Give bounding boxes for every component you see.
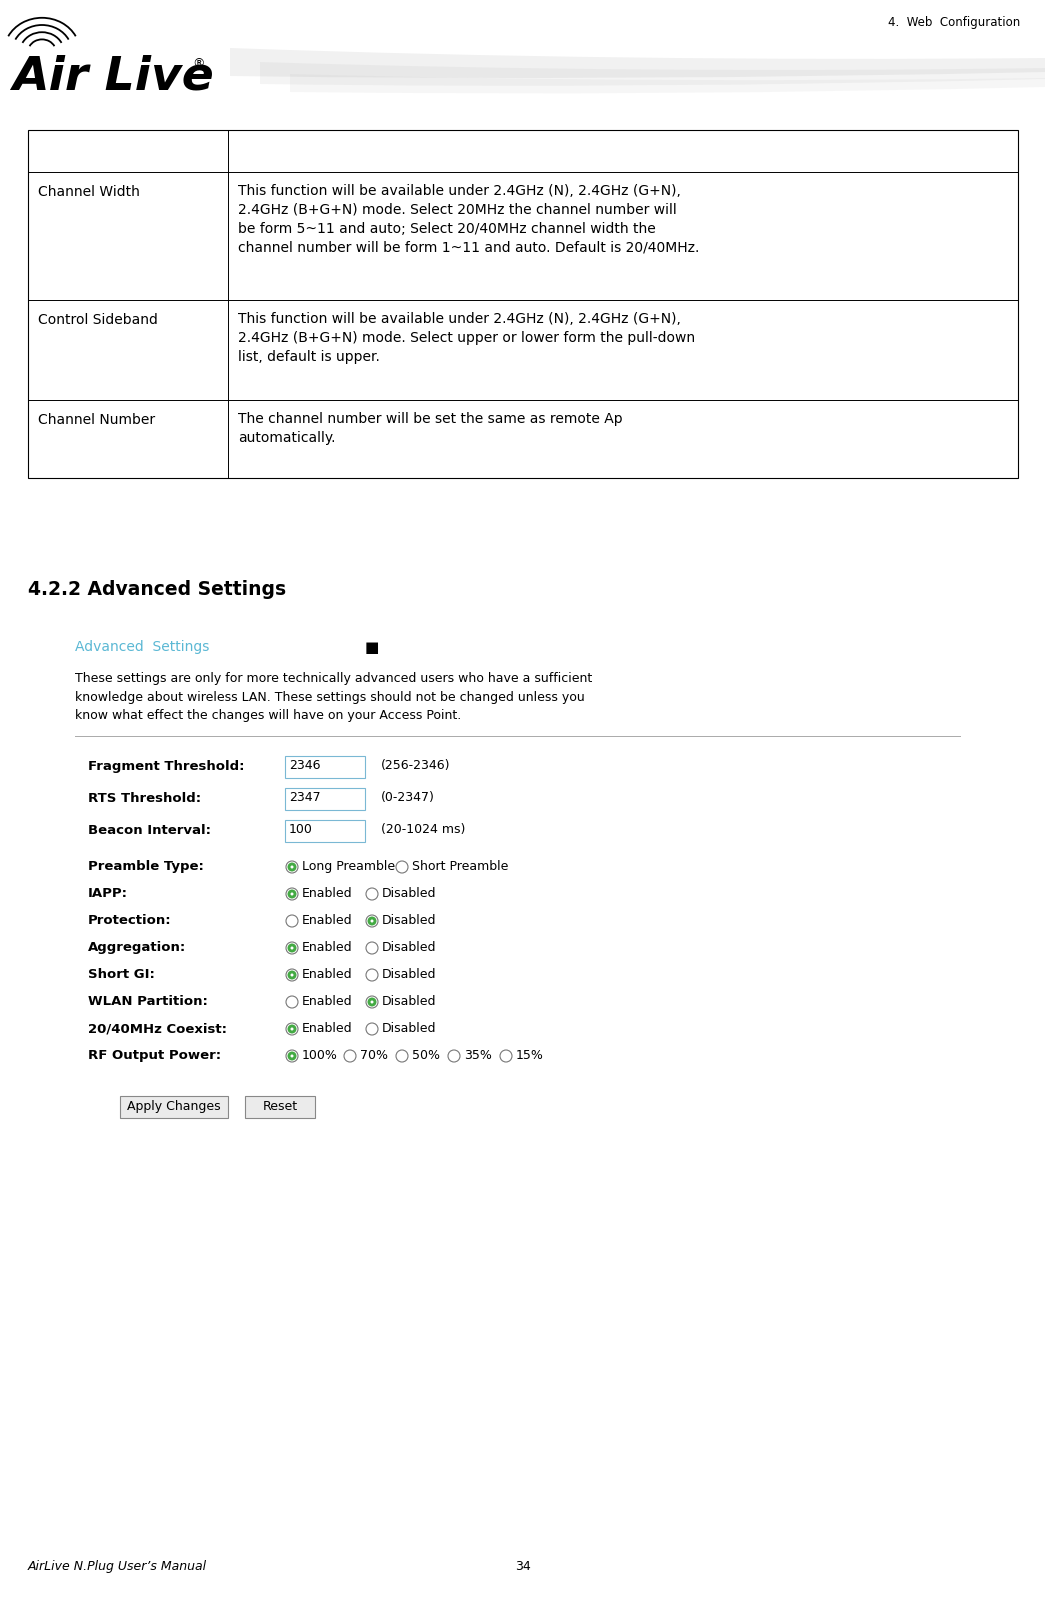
- Circle shape: [287, 970, 297, 980]
- Circle shape: [286, 1050, 298, 1063]
- Bar: [28, 129, 1018, 478]
- Circle shape: [371, 1000, 373, 1004]
- Text: Air Live: Air Live: [11, 54, 214, 101]
- Text: Enabled: Enabled: [302, 1023, 352, 1036]
- Circle shape: [286, 968, 298, 981]
- Text: Control Sideband: Control Sideband: [38, 313, 158, 328]
- Text: Disabled: Disabled: [382, 914, 437, 927]
- PathPatch shape: [291, 74, 1045, 94]
- Circle shape: [291, 1028, 294, 1031]
- Circle shape: [448, 1050, 460, 1063]
- Text: Long Preamble: Long Preamble: [302, 860, 395, 873]
- Text: Fragment Threshold:: Fragment Threshold:: [88, 761, 245, 773]
- Circle shape: [500, 1050, 512, 1063]
- Circle shape: [291, 946, 294, 949]
- Text: 2346: 2346: [289, 759, 321, 772]
- Text: Enabled: Enabled: [302, 887, 352, 900]
- FancyBboxPatch shape: [285, 820, 365, 842]
- Text: These settings are only for more technically advanced users who have a sufficien: These settings are only for more technic…: [75, 673, 593, 722]
- Circle shape: [396, 861, 408, 873]
- Text: Aggregation:: Aggregation:: [88, 941, 186, 954]
- Circle shape: [396, 1050, 408, 1063]
- FancyBboxPatch shape: [285, 788, 365, 810]
- Text: Short Preamble: Short Preamble: [412, 860, 508, 873]
- Text: 20/40MHz Coexist:: 20/40MHz Coexist:: [88, 1023, 227, 1036]
- Text: Advanced  Settings: Advanced Settings: [75, 641, 209, 654]
- Circle shape: [344, 1050, 356, 1063]
- Text: 4.  Web  Configuration: 4. Web Configuration: [888, 16, 1020, 29]
- Text: Enabled: Enabled: [302, 914, 352, 927]
- Text: (20-1024 ms): (20-1024 ms): [381, 823, 465, 836]
- Text: 100: 100: [289, 823, 312, 836]
- Text: Protection:: Protection:: [88, 914, 171, 927]
- Text: Enabled: Enabled: [302, 968, 352, 981]
- Circle shape: [366, 888, 378, 900]
- Text: WLAN Partition:: WLAN Partition:: [88, 996, 208, 1008]
- Text: ■: ■: [365, 641, 379, 655]
- Circle shape: [368, 917, 376, 925]
- Circle shape: [287, 890, 297, 898]
- Text: Disabled: Disabled: [382, 1023, 437, 1036]
- PathPatch shape: [260, 62, 1045, 86]
- Circle shape: [291, 866, 294, 868]
- Circle shape: [286, 888, 298, 900]
- Text: 100%: 100%: [302, 1048, 338, 1063]
- Circle shape: [286, 1023, 298, 1036]
- Circle shape: [366, 996, 378, 1008]
- Text: Preamble Type:: Preamble Type:: [88, 860, 204, 873]
- Circle shape: [287, 1024, 297, 1034]
- Text: Disabled: Disabled: [382, 996, 437, 1008]
- Text: Disabled: Disabled: [382, 941, 437, 954]
- Circle shape: [291, 893, 294, 895]
- FancyBboxPatch shape: [285, 756, 365, 778]
- Text: Channel Number: Channel Number: [38, 412, 155, 427]
- Text: 15%: 15%: [516, 1048, 543, 1063]
- Circle shape: [366, 916, 378, 927]
- Circle shape: [366, 941, 378, 954]
- Text: Reset: Reset: [262, 1099, 298, 1112]
- PathPatch shape: [230, 48, 1045, 78]
- Circle shape: [286, 996, 298, 1008]
- Text: RF Output Power:: RF Output Power:: [88, 1048, 222, 1063]
- Circle shape: [287, 943, 297, 952]
- Text: 70%: 70%: [359, 1048, 388, 1063]
- Text: AirLive N.Plug User’s Manual: AirLive N.Plug User’s Manual: [28, 1560, 207, 1572]
- Circle shape: [366, 1023, 378, 1036]
- Text: 2347: 2347: [289, 791, 321, 804]
- Circle shape: [286, 941, 298, 954]
- Circle shape: [287, 1051, 297, 1061]
- Circle shape: [291, 1055, 294, 1058]
- Text: Enabled: Enabled: [302, 996, 352, 1008]
- FancyBboxPatch shape: [120, 1096, 228, 1119]
- Text: Short GI:: Short GI:: [88, 968, 155, 981]
- Text: (0-2347): (0-2347): [381, 791, 435, 804]
- Circle shape: [371, 919, 373, 922]
- Text: 4.2.2 Advanced Settings: 4.2.2 Advanced Settings: [28, 580, 286, 599]
- Text: ®: ®: [192, 58, 205, 70]
- Text: IAPP:: IAPP:: [88, 887, 127, 900]
- Text: 35%: 35%: [464, 1048, 492, 1063]
- Text: (256-2346): (256-2346): [381, 759, 450, 772]
- Circle shape: [368, 997, 376, 1007]
- Text: 50%: 50%: [412, 1048, 440, 1063]
- Text: This function will be available under 2.4GHz (N), 2.4GHz (G+N),
2.4GHz (B+G+N) m: This function will be available under 2.…: [238, 312, 695, 364]
- Text: Apply Changes: Apply Changes: [127, 1099, 220, 1112]
- Circle shape: [287, 863, 297, 871]
- Circle shape: [291, 973, 294, 976]
- Circle shape: [366, 968, 378, 981]
- Circle shape: [286, 916, 298, 927]
- Text: The channel number will be set the same as remote Ap
automatically.: The channel number will be set the same …: [238, 412, 623, 444]
- Text: Disabled: Disabled: [382, 887, 437, 900]
- Text: 34: 34: [514, 1560, 531, 1572]
- Text: Channel Width: Channel Width: [38, 185, 140, 200]
- FancyBboxPatch shape: [245, 1096, 315, 1119]
- Text: Beacon Interval:: Beacon Interval:: [88, 825, 211, 837]
- Circle shape: [286, 861, 298, 873]
- Text: Disabled: Disabled: [382, 968, 437, 981]
- Text: Enabled: Enabled: [302, 941, 352, 954]
- Text: This function will be available under 2.4GHz (N), 2.4GHz (G+N),
2.4GHz (B+G+N) m: This function will be available under 2.…: [238, 184, 699, 254]
- Text: RTS Threshold:: RTS Threshold:: [88, 793, 201, 805]
